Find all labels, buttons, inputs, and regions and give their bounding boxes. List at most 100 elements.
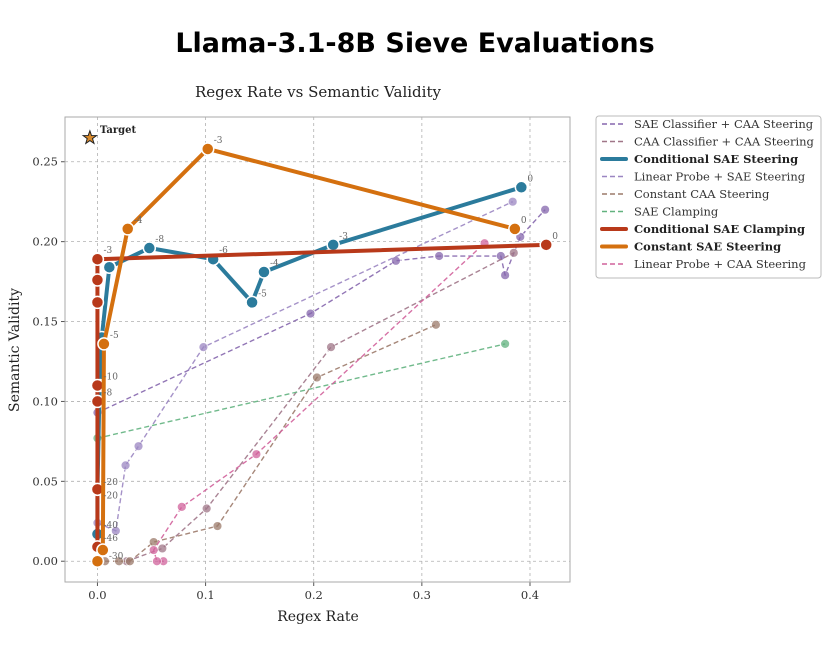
- data-point: [90, 378, 105, 393]
- data-point: [431, 319, 441, 330]
- series-caa-classifier-caa-steering: [121, 247, 519, 567]
- point-label: -3: [103, 246, 112, 256]
- point-label: -3: [214, 136, 223, 146]
- point-label: -10: [103, 372, 118, 382]
- data-point: [514, 180, 529, 195]
- legend-frame: [595, 115, 822, 279]
- data-point: [97, 337, 111, 351]
- data-point: [90, 554, 105, 568]
- series-line: [105, 324, 437, 562]
- y-tick-label: 0.20: [32, 235, 58, 249]
- point-label: -4: [270, 259, 279, 269]
- data-point: [212, 521, 223, 531]
- series-linear-probe-caa-steering: [148, 238, 490, 567]
- data-point: [96, 543, 110, 557]
- legend-label: Constant SAE Steering: [634, 240, 781, 254]
- plot-area: 0.0 0.1 0.2 0.3 0.4 0.00 0.05 0.10 0.15 0.20 0.25 -…: [32, 116, 571, 602]
- point-label: -4: [134, 216, 143, 226]
- series-line: [95, 146, 516, 563]
- data-point: [539, 238, 553, 252]
- data-point: [198, 342, 209, 353]
- data-point: [508, 222, 522, 236]
- data-point: [90, 273, 105, 287]
- data-point: [176, 501, 187, 512]
- data-point: [245, 295, 259, 310]
- point-label: -3: [339, 232, 348, 242]
- data-point: [114, 556, 124, 567]
- point-labels: -40-20-8-6-5-4-30-46-20-8-10-30-30-5-4-3…: [103, 136, 558, 562]
- series-line: [95, 242, 547, 547]
- data-point: [142, 241, 157, 255]
- legend-label: Linear Probe + CAA Steering: [634, 257, 807, 271]
- point-label: -8: [103, 388, 112, 398]
- point-label: 0: [552, 232, 558, 242]
- axes-frame: [64, 116, 571, 583]
- data-point: [90, 252, 105, 266]
- data-point: [326, 342, 336, 353]
- data-point: [495, 251, 506, 261]
- x-tick-label: 0.4: [521, 588, 539, 602]
- target-label: Target: [100, 125, 137, 136]
- legend: SAE Classifier + CAA Steering CAA Classif…: [595, 115, 822, 279]
- legend-label: Linear Probe + SAE Steering: [634, 170, 806, 184]
- legend-label: Conditional SAE Steering: [634, 152, 798, 166]
- target-star-icon: [81, 129, 98, 145]
- point-label: -20: [103, 478, 118, 488]
- point-label: -6: [219, 246, 228, 256]
- y-axis-label: Semantic Validity: [7, 288, 23, 412]
- data-point: [120, 222, 135, 236]
- point-label: 0: [521, 216, 527, 226]
- data-point: [507, 196, 518, 207]
- data-point: [251, 449, 262, 460]
- legend-label: SAE Clamping: [634, 205, 719, 219]
- point-label: 0: [527, 174, 533, 184]
- data-point: [305, 308, 316, 319]
- point-label: -5: [110, 331, 119, 341]
- data-point: [312, 372, 322, 383]
- y-tick-label: 0.15: [32, 315, 58, 329]
- legend-label: Conditional SAE Clamping: [634, 222, 805, 236]
- data-point: [540, 204, 551, 215]
- point-label: -40: [103, 521, 118, 531]
- data-point: [434, 251, 445, 261]
- point-label: -20: [103, 491, 118, 501]
- x-tick-label: 0.3: [413, 588, 431, 602]
- series-line: [97, 343, 506, 439]
- legend-label: CAA Classifier + CAA Steering: [634, 135, 815, 149]
- data-point: [157, 543, 168, 554]
- figure-title: Llama-3.1-8B Sieve Evaluations: [175, 28, 654, 59]
- data-point: [326, 238, 340, 252]
- legend-label: Constant CAA Steering: [634, 187, 770, 201]
- data-point: [148, 545, 159, 555]
- series-line: [97, 209, 546, 414]
- series-constant-caa-steering: [100, 319, 441, 567]
- data-point: [90, 295, 105, 310]
- chart-title: Regex Rate vs Semantic Validity: [195, 83, 441, 101]
- data-point: [152, 556, 162, 567]
- y-tick-label: 0.00: [32, 554, 58, 568]
- legend-label: SAE Classifier + CAA Steering: [634, 117, 814, 131]
- data-point: [500, 270, 511, 281]
- y-tick-label: 0.25: [32, 155, 58, 169]
- data-point: [257, 265, 271, 279]
- x-tick-label: 0.2: [305, 588, 323, 602]
- y-tick-label: 0.10: [32, 394, 58, 408]
- data-point: [200, 142, 215, 156]
- series-line: [126, 252, 515, 562]
- point-label: -46: [103, 534, 118, 544]
- data-point: [124, 556, 135, 567]
- series-sae-clamping: [92, 339, 511, 444]
- data-point: [102, 260, 117, 274]
- point-label: -8: [155, 235, 164, 245]
- x-axis-label: Regex Rate: [277, 609, 359, 625]
- data-point: [133, 441, 144, 452]
- series-constant-sae-steering: [90, 142, 522, 568]
- data-point: [508, 247, 519, 258]
- data-point: [110, 525, 121, 536]
- series-line: [152, 242, 486, 562]
- data-point: [390, 255, 401, 266]
- point-label: -30: [109, 552, 124, 562]
- x-tick-label: 0.0: [88, 588, 106, 602]
- y-tick-label: 0.05: [32, 474, 58, 488]
